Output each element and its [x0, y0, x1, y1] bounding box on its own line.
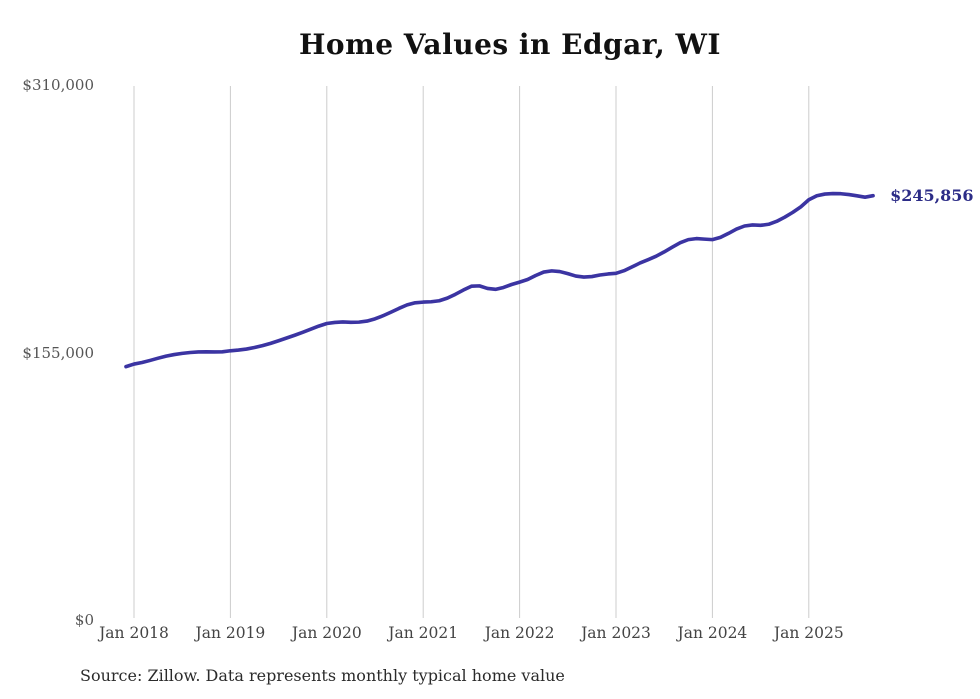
x-axis-label: Jan 2025 [773, 624, 844, 642]
chart-title: Home Values in Edgar, WI [298, 28, 722, 61]
x-axis-label: Jan 2022 [484, 624, 555, 642]
x-axis-label: Jan 2018 [99, 624, 169, 642]
x-axis-label: Jan 2020 [291, 624, 362, 642]
source-note: Source: Zillow. Data represents monthly … [80, 666, 565, 685]
y-axis-label: $155,000 [22, 343, 94, 362]
x-axis-label: Jan 2023 [581, 624, 651, 642]
end-value-label: $245,856 [890, 185, 974, 205]
x-axis-label: Jan 2021 [388, 624, 459, 642]
x-axis-label: Jan 2024 [677, 624, 748, 642]
value-line [124, 191, 875, 369]
x-axis-label: Jan 2019 [195, 624, 266, 642]
y-axis-label: $0 [74, 611, 94, 629]
y-axis-label: $310,000 [22, 76, 94, 94]
